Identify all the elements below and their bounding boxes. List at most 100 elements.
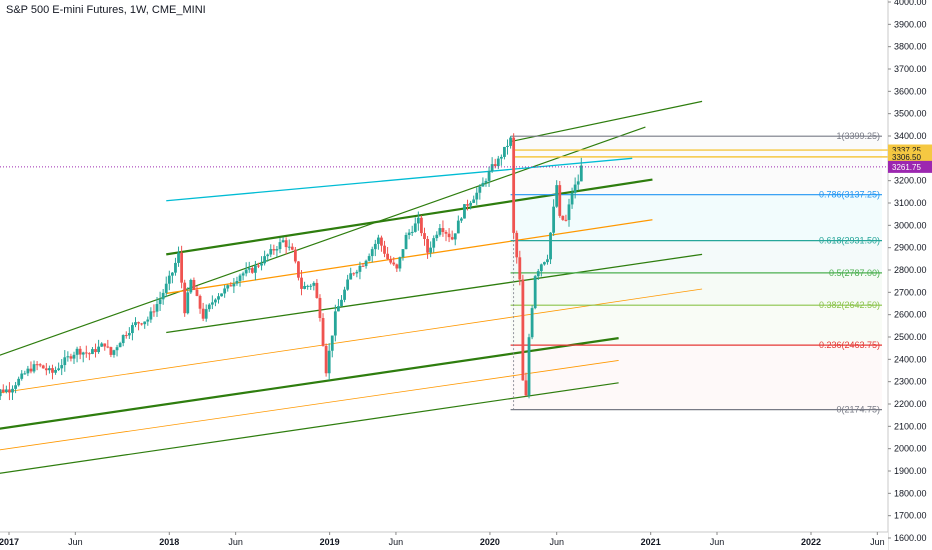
candle-body <box>241 273 245 276</box>
candle-body <box>456 220 460 234</box>
candle-body <box>1 389 5 393</box>
candle-body <box>432 238 436 248</box>
candle-body <box>297 261 300 278</box>
price-tick-label: 2600.00 <box>894 310 927 320</box>
candle-body <box>121 335 125 344</box>
channel-line <box>0 360 619 451</box>
candle-body <box>4 389 8 393</box>
candle-body <box>60 365 64 369</box>
price-axis[interactable]: 1600.00 1700.00 1800.00 1900.00 2000.00 2100.… <box>887 0 932 550</box>
candle-body <box>247 268 251 270</box>
candle-body <box>312 282 316 286</box>
candle-body <box>499 156 503 159</box>
candle-body <box>293 249 297 262</box>
channel-line <box>0 382 619 474</box>
candle-body <box>389 259 393 263</box>
candle-body <box>512 137 516 233</box>
candle-body <box>579 165 583 182</box>
candle-body <box>14 385 17 389</box>
candle-body <box>180 252 184 283</box>
candle-body <box>226 285 230 289</box>
candle-body <box>358 265 362 272</box>
fib-level-label: 0.236(2463.75) <box>819 340 880 350</box>
time-tick-label: 2018 <box>159 537 179 547</box>
price-axis-bg <box>888 0 932 550</box>
candle-body <box>429 247 433 253</box>
candle-body <box>137 322 140 324</box>
candle-body <box>167 275 171 284</box>
candle-body <box>17 378 21 386</box>
price-tick-label: 3600.00 <box>894 86 927 96</box>
candle-body <box>558 185 562 216</box>
time-tick-label: 2019 <box>320 537 340 547</box>
candle-body <box>223 288 227 294</box>
candle-body <box>69 356 73 359</box>
fib-level-label: 0.5(2787.00) <box>829 268 880 278</box>
candle-body <box>91 349 94 354</box>
time-axis[interactable]: 2017 Jun 2018 Jun 2019 Jun 2020 Jun 2021 Jun 2022 J… <box>0 531 888 550</box>
candle-body <box>493 164 497 167</box>
channel-line <box>166 219 653 295</box>
fib-zone <box>510 240 882 273</box>
candle-body <box>463 204 466 219</box>
candle-body <box>367 256 371 261</box>
channel-line <box>166 157 633 202</box>
price-tick-label: 2800.00 <box>894 265 927 275</box>
candle-body <box>186 292 190 314</box>
candle-body <box>376 237 380 244</box>
candle-body <box>503 146 506 157</box>
candle-body <box>140 323 144 325</box>
time-tick-label: Jun <box>549 537 564 547</box>
candle-body <box>51 368 54 373</box>
candle-body <box>269 249 273 255</box>
candle-body <box>23 373 27 375</box>
candle-body <box>290 246 294 250</box>
candle-body <box>447 233 451 238</box>
candle-body <box>570 192 574 205</box>
candle-body <box>75 348 79 355</box>
candle-body <box>164 283 168 293</box>
fib-level-label: 0.382(2642.50) <box>819 300 880 310</box>
candle-body <box>349 273 353 280</box>
candle-body <box>426 238 429 253</box>
channel-line <box>0 126 646 356</box>
candle-body <box>324 345 328 374</box>
candle-body <box>398 257 402 269</box>
candle-body <box>109 347 113 355</box>
candle-body <box>444 232 448 234</box>
candle-body <box>115 347 119 351</box>
price-badge-label: 3337.25 <box>892 146 921 155</box>
candle-body <box>413 223 417 232</box>
candle-body <box>214 299 217 303</box>
candle-body <box>370 249 374 257</box>
candle-body <box>576 181 580 185</box>
price-tick-label: 2000.00 <box>894 444 927 454</box>
price-tick-label: 4000.00 <box>894 0 927 7</box>
candle-body <box>29 368 33 372</box>
price-tick-label: 1600.00 <box>894 533 927 543</box>
candle-body <box>337 306 340 312</box>
candle-body <box>392 262 396 265</box>
candle-body <box>155 304 159 312</box>
candle-body <box>524 380 528 396</box>
price-tick-label: 3700.00 <box>894 64 927 74</box>
candle-body <box>438 228 442 235</box>
candle-body <box>552 206 556 233</box>
price-tick-label: 2300.00 <box>894 377 927 387</box>
candle-body <box>380 237 383 246</box>
candle-body <box>330 335 334 351</box>
candle-body <box>158 299 162 305</box>
candle-body <box>346 279 350 290</box>
candle-body <box>416 217 420 224</box>
fib-retracement-levels: 1(3399.25) 0.786(3137.25) 0.618(2931.50) 0.… <box>510 131 888 415</box>
candle-body <box>152 311 156 313</box>
candle-body <box>253 265 257 273</box>
price-tick-label: 1800.00 <box>894 488 927 498</box>
candle-body <box>496 158 500 167</box>
candle-body <box>542 262 546 265</box>
candle-body <box>420 217 423 234</box>
current-price-badge <box>888 160 932 173</box>
candle-body <box>567 204 571 220</box>
candle-body <box>238 275 242 281</box>
